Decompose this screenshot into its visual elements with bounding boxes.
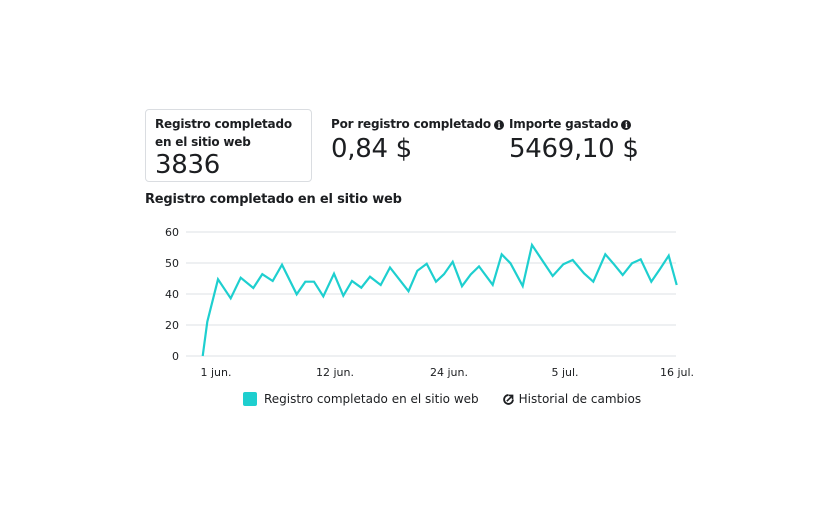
x-tick: 1 jun. xyxy=(201,366,232,379)
series-line[interactable] xyxy=(201,242,678,357)
y-tick: 0 xyxy=(172,350,179,363)
y-tick: 50 xyxy=(165,257,179,270)
y-tick: 40 xyxy=(165,288,179,301)
info-icon[interactable]: i xyxy=(621,120,632,130)
metric-label: Registro completado en el sitio web xyxy=(155,117,292,149)
legend-label: Registro completado en el sitio web xyxy=(264,392,479,406)
metric-label-text: Importe gastado xyxy=(509,117,619,131)
metric-value: 0,84 $ xyxy=(331,134,412,164)
y-tick: 60 xyxy=(165,226,179,239)
metric-value: 3836 xyxy=(155,150,220,180)
metric-cost-per-registration[interactable]: Por registro completado i 0,84 $ xyxy=(331,115,504,163)
chart-legend: Registro completado en el sitio web Hist… xyxy=(243,390,641,408)
x-axis: 1 jun. 12 jun. 24 jun. 5 jul. 16 jul. xyxy=(201,366,695,379)
change-history-button[interactable]: Historial de cambios xyxy=(502,392,642,406)
history-label: Historial de cambios xyxy=(518,392,642,406)
gridlines xyxy=(186,231,676,357)
metric-card-registrations[interactable]: Registro completado en el sitio web 3836 xyxy=(145,109,312,182)
metric-value: 5469,10 $ xyxy=(509,134,639,164)
chart-title: Registro completado en el sitio web xyxy=(145,192,402,207)
history-icon xyxy=(502,393,514,405)
x-tick: 12 jun. xyxy=(316,366,354,379)
x-tick: 24 jun. xyxy=(430,366,468,379)
metric-label: Importe gastado i xyxy=(509,115,639,133)
legend-swatch xyxy=(243,392,257,406)
metric-amount-spent[interactable]: Importe gastado i 5469,10 $ xyxy=(509,115,639,163)
info-icon[interactable]: i xyxy=(493,120,504,130)
x-tick: 5 jul. xyxy=(551,366,578,379)
y-axis: 60 50 40 20 0 xyxy=(165,226,179,363)
metric-label: Por registro completado i xyxy=(331,115,504,133)
y-tick: 20 xyxy=(165,319,179,332)
metric-label-text: Por registro completado xyxy=(331,117,491,131)
x-tick: 16 jul. xyxy=(660,366,694,379)
legend-item-series[interactable]: Registro completado en el sitio web xyxy=(243,392,479,406)
